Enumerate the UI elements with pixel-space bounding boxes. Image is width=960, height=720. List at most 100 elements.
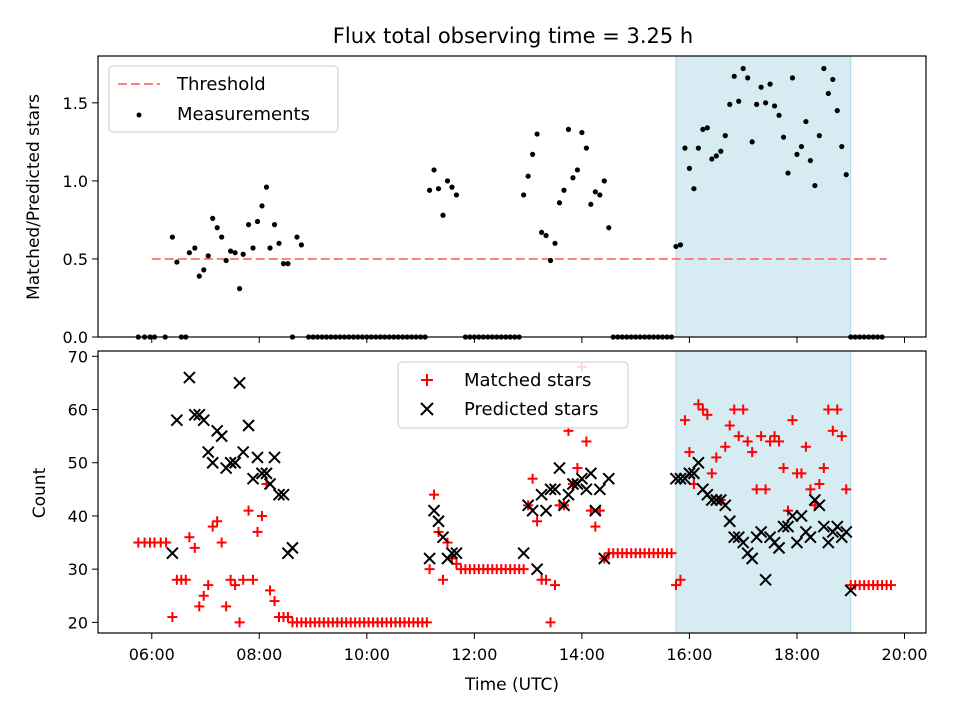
bottom-x-tick-label: 06:00 (129, 645, 175, 664)
top-y-axis-label: Matched/Predicted stars (24, 94, 44, 300)
measurement-point (709, 156, 715, 162)
bottom-x-tick-label: 20:00 (881, 645, 927, 664)
predicted-star-point (754, 525, 768, 539)
predicted-star-point (242, 419, 255, 432)
matched-star-point (738, 404, 749, 415)
predicted-star-point (822, 536, 835, 549)
predicted-star-point (683, 467, 696, 480)
measurement-point (444, 178, 451, 184)
predicted-stars-points (166, 371, 857, 597)
measurement-point (776, 112, 782, 118)
bottom-y-tick-label: 30 (68, 560, 88, 579)
top-axes-frame (97, 55, 927, 338)
matched-star-point (711, 452, 722, 463)
matched-star-point (832, 404, 843, 415)
measurement-point (677, 242, 684, 248)
predicted-star-point (589, 504, 602, 517)
observing-window-shade-top (675, 55, 852, 338)
matched-star-point (238, 574, 249, 585)
bottom-x-tick-label: 14:00 (559, 645, 605, 664)
predicted-star-point (170, 413, 184, 427)
matched-star-point (774, 436, 785, 447)
measurement-point (570, 175, 576, 181)
measurement-point (271, 222, 278, 228)
top-y-tick-label: 0.0 (63, 328, 88, 347)
measurement-point (245, 222, 252, 228)
bottom-y-tick-label: 40 (68, 507, 88, 526)
x-axis-label: Time (UTC) (464, 675, 559, 695)
measurement-point (254, 218, 261, 225)
matched-star-point (814, 479, 825, 490)
measurement-point (525, 173, 531, 179)
measurement-point (834, 108, 840, 114)
measurement-point (250, 245, 256, 251)
matched-star-point (194, 601, 205, 612)
measurement-point (574, 167, 581, 173)
measurement-point (727, 101, 733, 107)
measurement-point (686, 165, 693, 171)
measurement-point (812, 182, 818, 189)
measurement-point (192, 245, 198, 251)
matched-star-point (203, 580, 214, 591)
measurement-point (803, 118, 809, 125)
measurement-point (285, 261, 291, 267)
predicted-star-point (432, 515, 445, 528)
predicted-star-point (427, 504, 441, 517)
predicted-star-point (817, 520, 831, 533)
measurement-point (547, 257, 554, 264)
measurement-point (565, 126, 572, 132)
measurement-point (740, 65, 746, 72)
matched-star-point (161, 537, 172, 548)
predicted-star-point (736, 536, 750, 549)
matched-star-point (679, 415, 690, 426)
predicted-star-point (813, 499, 826, 512)
predicted-star-point (840, 525, 853, 539)
measurement-point (210, 215, 216, 221)
bottom-legend: Matched stars Predicted stars (397, 361, 629, 429)
matched-star-point (796, 468, 807, 479)
legend-matched-swatch (421, 374, 433, 386)
matched-star-point (248, 574, 259, 585)
predicted-star-point (562, 488, 575, 501)
matched-star-point (702, 409, 713, 420)
bottom-x-tick-label: 16:00 (666, 645, 712, 664)
measurement-point (771, 103, 778, 109)
measurement-point (798, 143, 805, 150)
matched-star-point (527, 473, 538, 484)
observing-window-shade-bottom (675, 350, 852, 634)
matched-star-point (216, 537, 227, 548)
legend-predicted-label: Predicted stars (464, 399, 598, 420)
matched-star-point (836, 431, 847, 442)
predicted-star-point (535, 488, 548, 501)
measurement-point (169, 234, 175, 240)
predicted-star-point (255, 467, 269, 480)
measurement-point (713, 153, 719, 159)
matched-star-point (429, 489, 440, 500)
matched-star-point (541, 574, 552, 585)
measurement-point (754, 101, 760, 107)
bottom-axes-frame (97, 350, 927, 634)
measurement-point (682, 145, 688, 151)
matched-star-point (424, 564, 435, 575)
measurement-point (606, 225, 612, 231)
predicted-star-point (260, 467, 273, 480)
predicted-star-point (268, 451, 281, 464)
legend-matched-label: Matched stars (464, 370, 591, 391)
predicted-star-point (236, 445, 250, 459)
matched-star-point (184, 532, 195, 543)
predicted-star-point (530, 562, 544, 576)
measurement-point (583, 145, 589, 151)
matched-star-point (886, 580, 897, 591)
matched-star-point (189, 542, 200, 553)
bottom-y-tick-label: 50 (68, 454, 88, 473)
measurement-point (825, 90, 831, 97)
measurement-point (236, 286, 243, 292)
matched-star-point (269, 596, 280, 607)
predicted-star-point (745, 552, 759, 565)
measurement-point (789, 75, 796, 81)
matched-star-point (550, 580, 561, 591)
measurement-point (691, 186, 697, 192)
legend-threshold-label: Threshold (176, 74, 266, 95)
measurement-point (561, 187, 567, 193)
